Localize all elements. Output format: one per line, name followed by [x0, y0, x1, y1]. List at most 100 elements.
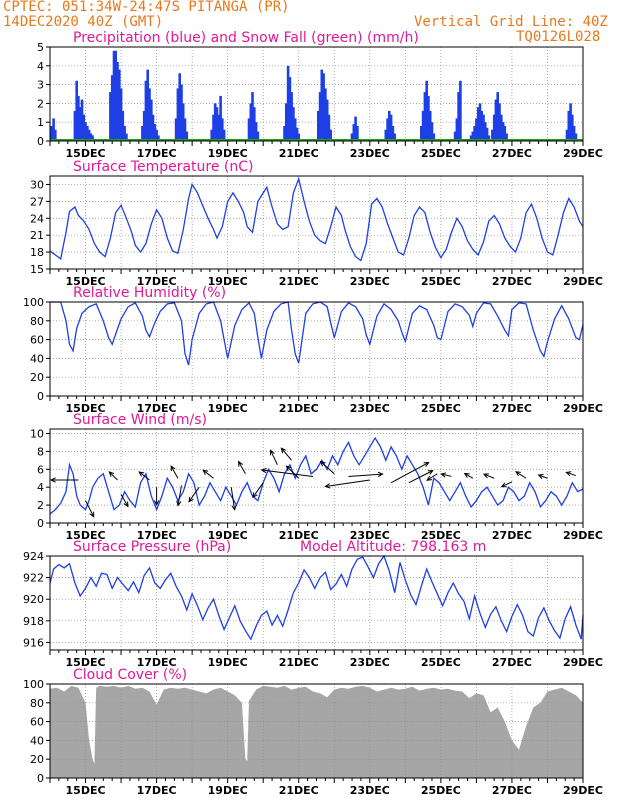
- cloud-xtick-label: 15DEC: [66, 784, 106, 797]
- precip-bar: [123, 126, 126, 141]
- wind-vector-head: [202, 469, 209, 475]
- precip-bar: [221, 118, 224, 141]
- header-grid-note: Vertical Grid Line: 40Z: [414, 14, 608, 30]
- cloud-ytick-label: 0: [37, 772, 44, 785]
- humidity-series-line: [50, 301, 584, 366]
- precip-bar: [125, 133, 128, 141]
- precip-xtick-label: 19DEC: [208, 147, 248, 160]
- precip-bar: [428, 110, 432, 141]
- pressure-xtick-label: 15DEC: [66, 656, 106, 669]
- temperature-ytick-label: 24: [30, 212, 44, 225]
- humidity-ytick-label: 40: [30, 352, 44, 365]
- wind-vector: [177, 485, 182, 506]
- humidity-xtick-label: 21DEC: [279, 402, 319, 415]
- precip-bar: [471, 131, 475, 141]
- precip-bar: [183, 118, 187, 141]
- temperature-ytick-label: 21: [30, 229, 44, 242]
- temperature-ytick-label: 27: [30, 195, 44, 208]
- wind-vector-head: [482, 473, 489, 479]
- wind-vector: [501, 481, 513, 488]
- precip-bar: [110, 75, 114, 141]
- wind-vector: [515, 471, 527, 479]
- wind-vector-head: [537, 474, 544, 479]
- precip-ytick-label: 0: [37, 135, 44, 148]
- precip-bar: [329, 129, 332, 141]
- cloud-xtick-label: 25DEC: [421, 784, 461, 797]
- precip-bar: [217, 114, 221, 141]
- wind-ytick-label: 10: [30, 427, 44, 440]
- cloud-xtick-label: 23DEC: [350, 784, 390, 797]
- precip-title: Precipitation (blue) and Snow Fall (gree…: [73, 30, 419, 46]
- precip-bar: [119, 88, 123, 141]
- precip-bar: [295, 127, 299, 141]
- wind-vector: [483, 473, 495, 479]
- humidity-xtick-label: 17DEC: [137, 402, 177, 415]
- precip-bar: [91, 135, 94, 141]
- precip-bar: [153, 124, 157, 141]
- precip-bar: [453, 131, 457, 141]
- precip-bar: [492, 114, 496, 141]
- temperature-plot-area: [50, 176, 583, 269]
- temperature-xtick-label: 19DEC: [208, 275, 248, 288]
- temperature-xtick-label: 29DEC: [563, 275, 603, 288]
- precip-ytick-label: 5: [37, 41, 44, 54]
- wind-vector: [270, 450, 278, 466]
- precip-bar: [150, 99, 153, 141]
- precip-bar: [498, 103, 501, 141]
- pressure-title: Surface Pressure (hPa): [73, 539, 231, 555]
- precip-bar: [247, 118, 251, 141]
- pressure-xtick-label: 27DEC: [492, 656, 532, 669]
- cloud-xtick-label: 17DEC: [137, 784, 177, 797]
- wind-ytick-label: 0: [37, 517, 44, 530]
- temperature-ytick-label: 15: [30, 263, 44, 276]
- pressure-xtick-label: 25DEC: [421, 656, 461, 669]
- precip-bar: [86, 126, 89, 141]
- wind-vector-head: [565, 471, 572, 477]
- humidity-xtick-label: 29DEC: [563, 402, 603, 415]
- cloud-ytick-label: 60: [30, 716, 44, 729]
- precip-bar: [423, 92, 427, 141]
- precip-bar: [151, 114, 155, 141]
- precip-bar: [494, 99, 498, 141]
- precip-ytick-label: 3: [37, 79, 44, 92]
- precip-bar: [384, 129, 388, 141]
- pressure-xtick-label: 29DEC: [563, 656, 603, 669]
- precip-bar: [503, 126, 507, 141]
- wind-xtick-label: 15DEC: [66, 529, 106, 542]
- precip-bar: [286, 65, 290, 141]
- cloud-xtick-label: 29DEC: [563, 784, 603, 797]
- precip-bar: [54, 129, 57, 141]
- precip-bar: [80, 99, 84, 141]
- wind-vector-head: [89, 511, 95, 518]
- precip-bar: [487, 135, 491, 141]
- wind-vector-head: [280, 447, 287, 454]
- wind-vector: [85, 500, 95, 517]
- precip-bar: [141, 126, 144, 141]
- precip-bar: [425, 80, 428, 141]
- precip-bar: [318, 92, 322, 141]
- pressure-xtick-label: 23DEC: [350, 656, 390, 669]
- precip-bar: [491, 129, 494, 141]
- precip-bar: [253, 107, 256, 141]
- precip-bar: [176, 88, 180, 141]
- humidity-ytick-label: 100: [23, 296, 44, 309]
- pressure-plot-area: [50, 556, 583, 650]
- precip-bar: [77, 95, 80, 141]
- precip-bar: [112, 50, 116, 141]
- precip-bar: [565, 129, 569, 141]
- precip-bar: [420, 126, 423, 141]
- precip-bar: [174, 118, 178, 141]
- wind-vector-head: [423, 462, 430, 467]
- wind-vector: [441, 473, 452, 477]
- wind-vector: [464, 472, 474, 479]
- header-station: CPTEC: 051:34W-24:47S PITANGA (PR): [3, 0, 290, 15]
- wind-vector-head: [440, 472, 447, 478]
- precip-bar: [157, 135, 160, 141]
- precip-xtick-label: 17DEC: [137, 147, 177, 160]
- precip-bar: [142, 110, 146, 141]
- pressure-ytick-label: 920: [23, 593, 44, 606]
- precip-bar: [155, 129, 158, 141]
- temperature-title: Surface Temperature (nC): [73, 159, 254, 175]
- wind-vector-head: [285, 465, 292, 472]
